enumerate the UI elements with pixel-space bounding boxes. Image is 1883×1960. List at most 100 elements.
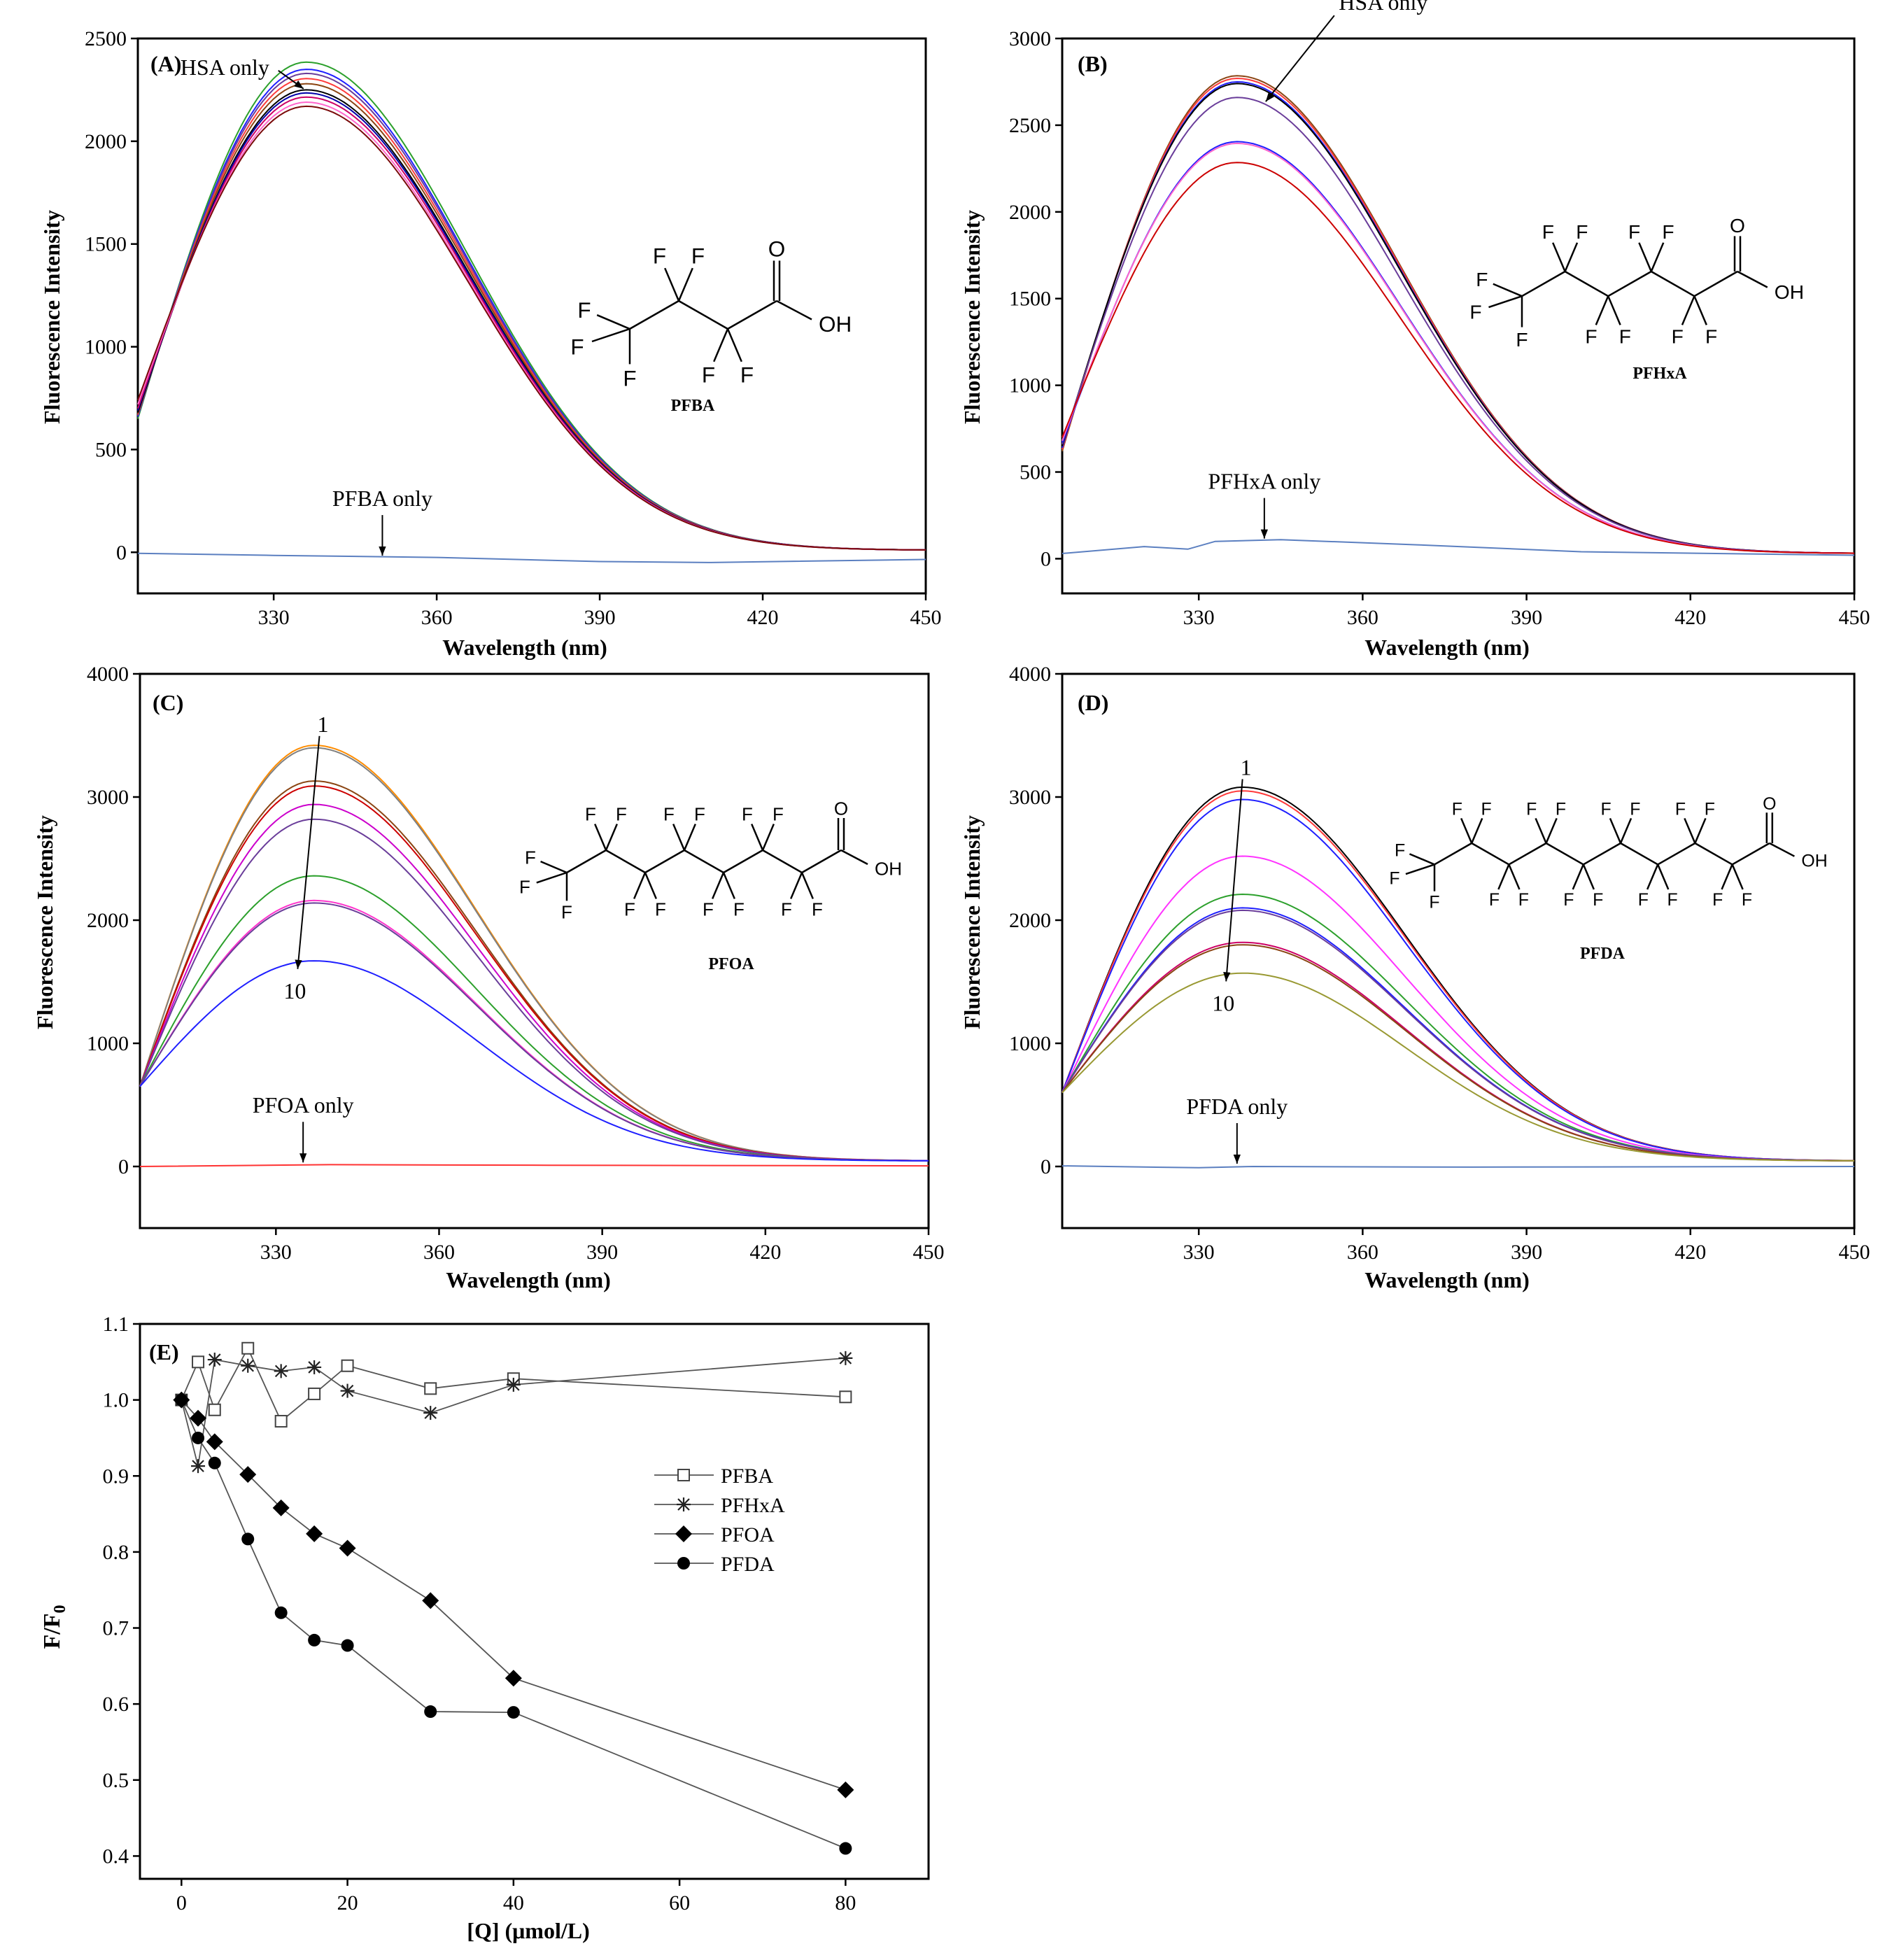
fluorine-atom: F (1542, 220, 1554, 243)
fluorine-atom: F (702, 362, 715, 387)
fluorine-atom: F (742, 803, 753, 824)
y-tick-label: 500 (95, 438, 127, 461)
x-tick-label: 420 (747, 606, 779, 629)
legend-label: PFBA (721, 1465, 773, 1488)
y-tick-label: 2000 (1009, 909, 1051, 932)
chain-bond (684, 849, 724, 874)
y-tick-label: 3000 (1009, 27, 1051, 50)
x-tick-label: 360 (1347, 606, 1378, 629)
spectrum-line-10 (1062, 972, 1855, 1162)
fluorine-atom: F (1630, 800, 1640, 819)
annotation-label: PFDA only (1186, 1094, 1288, 1119)
atom-bond (1535, 817, 1547, 844)
data-point-pfhxa (340, 1383, 355, 1398)
panel-a-label: (A) (150, 51, 181, 76)
y-tick-label: 500 (1020, 461, 1051, 484)
atom-bond (594, 824, 607, 851)
fluorine-atom: F (1481, 800, 1491, 819)
fluorine-atom: F (570, 334, 584, 359)
y-tick-label: 0.8 (103, 1541, 129, 1564)
atom-bond (1409, 853, 1435, 866)
data-point-pfda (274, 1606, 288, 1619)
atom-bond (713, 328, 729, 362)
chain-bond (1657, 842, 1696, 866)
fluorine-atom: F (1585, 325, 1597, 348)
data-point-pfhxa (241, 1358, 255, 1373)
asterisk-stroke (208, 1353, 221, 1366)
fluorine-atom: F (616, 803, 627, 824)
panel-e-frame (139, 1323, 930, 1880)
fluorine-atom: F (1628, 220, 1640, 243)
fluorine-atom: F (1675, 800, 1686, 819)
fluorine-atom: F (1395, 840, 1405, 860)
fluorine-atom: F (655, 898, 666, 919)
data-point-pfba (308, 1387, 321, 1400)
atom-bond (1694, 817, 1707, 844)
trend-arrow (1225, 779, 1243, 982)
y-tick-label: 0.6 (103, 1693, 129, 1716)
panel-c-xlabel: Wavelength (nm) (446, 1267, 611, 1292)
x-tick-label: 330 (260, 1241, 292, 1264)
data-point-pfda (341, 1639, 354, 1652)
panel-a-structure-name: PFBA (671, 397, 715, 415)
panel-c-structure-name: PFOA (708, 955, 754, 973)
atom-bond (801, 872, 814, 899)
atom-bond (1607, 295, 1621, 325)
x-tick-label: 450 (913, 1241, 945, 1264)
atom-bond (790, 872, 803, 899)
panel-d-frame (1061, 672, 1856, 1229)
legend-label: PFHxA (721, 1494, 785, 1517)
panel-a-chart: Fluorescence Intensity Wavelength (nm) (… (39, 27, 942, 660)
chain-bond (566, 849, 607, 874)
data-point-pfhxa (274, 1364, 288, 1379)
atom-bond (751, 824, 764, 851)
chain-bond (1607, 270, 1652, 297)
atom-bond (591, 327, 630, 343)
fluorine-atom: F (740, 362, 754, 387)
data-point-pfoa (422, 1592, 439, 1609)
atom-bond (722, 872, 735, 899)
x-tick-label: 450 (1839, 1241, 1870, 1264)
atom-bond (540, 861, 567, 874)
fluorine-atom: F (694, 803, 705, 824)
data-point-pfoa (505, 1670, 522, 1687)
atom-bond (1684, 817, 1696, 844)
series-line-pfda (181, 1400, 846, 1849)
series-line-pfhxa (181, 1358, 846, 1467)
atom-bond (677, 267, 693, 302)
y-tick-label: 0 (1041, 1155, 1051, 1178)
y-tick-label: 1500 (85, 233, 127, 256)
fluorine-atom: F (561, 901, 572, 922)
atom-bond (1657, 863, 1670, 890)
atom-bond (726, 328, 742, 362)
data-point-pfda (208, 1456, 221, 1469)
fluorine-atom: F (1619, 325, 1631, 348)
chain-bond (1731, 842, 1770, 866)
data-point-pfhxa (423, 1406, 438, 1420)
atom-bond (1545, 817, 1558, 844)
panel-e-label: (E) (149, 1339, 179, 1365)
chain-bond (629, 299, 679, 330)
data-point-pfoa (190, 1409, 207, 1427)
y-tick-label: 4000 (1009, 663, 1051, 686)
chain-bond (1471, 842, 1510, 866)
fluorine-atom: F (1518, 890, 1529, 910)
x-tick-label: 0 (176, 1891, 187, 1915)
chain-bond (605, 849, 646, 874)
fluorine-atom: F (1672, 325, 1684, 348)
panel-b-label: (B) (1078, 51, 1108, 76)
fluorine-atom: F (733, 898, 745, 919)
fluorine-atom: F (1556, 800, 1566, 819)
panel-c-frame (139, 672, 930, 1229)
atom-bond (672, 824, 686, 851)
hydroxyl-bond (776, 299, 812, 320)
hydroxyl-group: OH (819, 311, 852, 337)
fluorine-atom: F (1429, 893, 1439, 912)
fluorine-atom: F (1593, 890, 1603, 910)
fluorine-atom: F (525, 847, 536, 868)
annotation-arrow-head (1233, 1154, 1241, 1164)
y-tick-label: 1000 (1009, 1032, 1051, 1055)
